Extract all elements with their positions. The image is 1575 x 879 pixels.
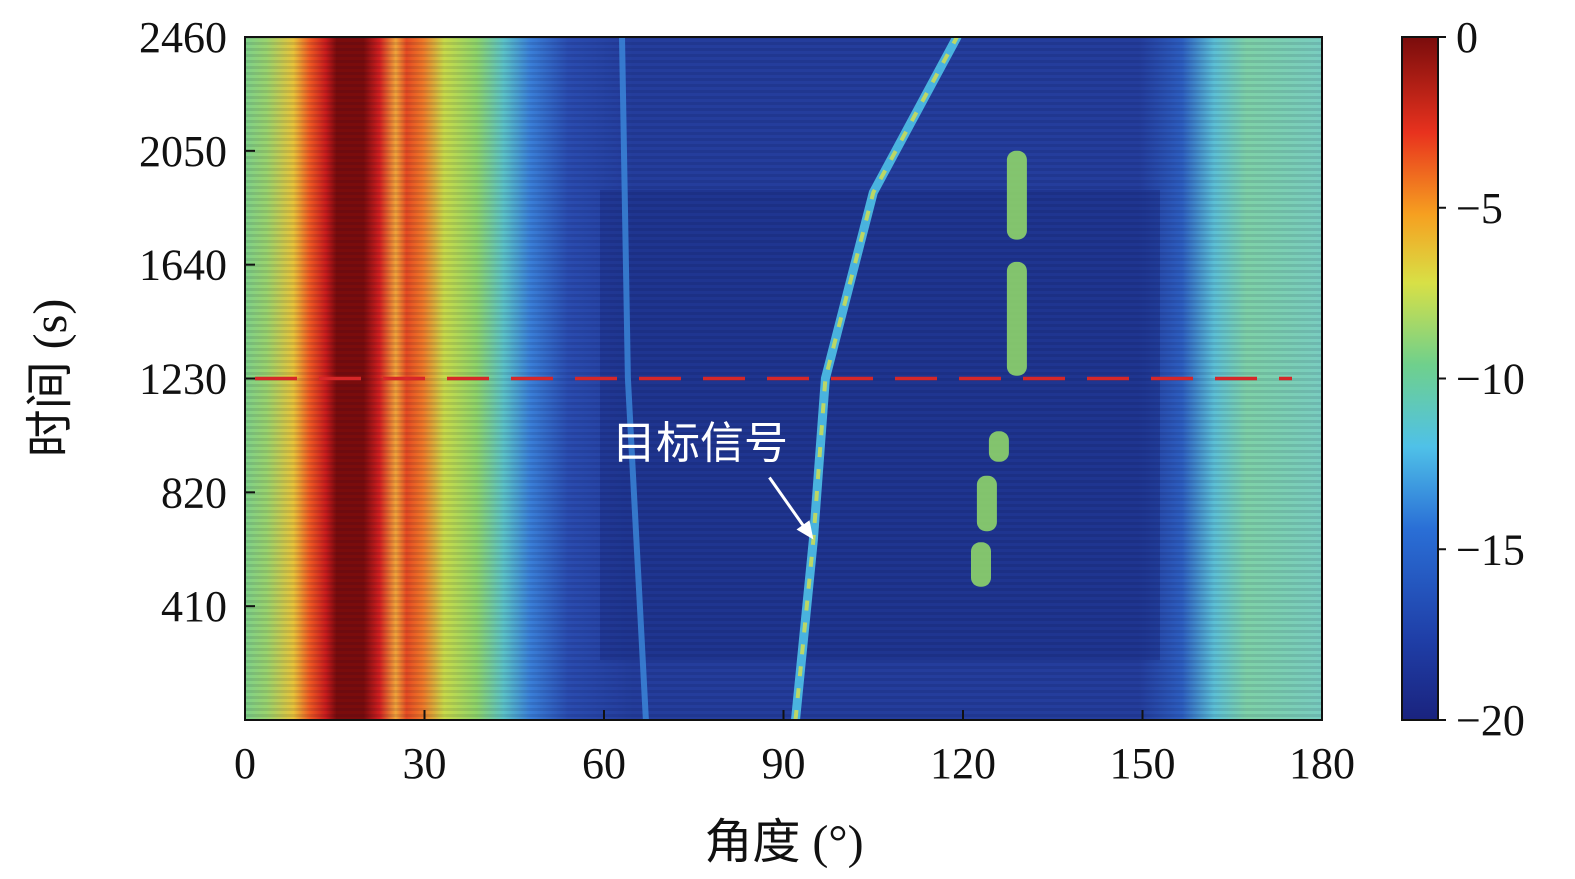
y-axis: 410 820 1230 1640 2050 2460 xyxy=(139,13,255,631)
y-tick-label: 410 xyxy=(161,582,227,631)
colorbar-gradient xyxy=(1401,36,1439,721)
x-axis: 0 30 60 90 120 150 180 xyxy=(234,710,1355,788)
annotation-arrow xyxy=(768,476,809,533)
target-track xyxy=(791,37,962,720)
y-tick-label: 1640 xyxy=(139,241,227,290)
weak-track xyxy=(619,37,649,720)
colorbar-tick-label: −15 xyxy=(1456,525,1525,574)
colorbar-tick-label: −5 xyxy=(1456,184,1503,233)
annotation-label: 目标信号 xyxy=(612,418,788,469)
x-tick-label: 120 xyxy=(930,739,996,788)
colorbar-tick-label: 0 xyxy=(1456,13,1478,62)
x-tick-label: 60 xyxy=(582,739,626,788)
bright-segment xyxy=(971,542,991,587)
colorbar: 0 −5 −10 −15 −20 xyxy=(1401,13,1525,745)
x-tick-label: 150 xyxy=(1110,739,1176,788)
bright-segment xyxy=(1006,150,1027,240)
x-axis-title: 角度 (°) xyxy=(704,816,863,869)
bright-segment xyxy=(988,431,1009,462)
annotation: 目标信号 xyxy=(612,418,814,540)
bright-segment xyxy=(976,475,997,532)
colorbar-tick-label: −10 xyxy=(1456,355,1525,404)
colorbar-ticks: 0 −5 −10 −15 −20 xyxy=(1438,13,1525,745)
bright-segment xyxy=(1006,261,1027,376)
y-tick-label: 2050 xyxy=(139,127,227,176)
y-axis-title: 时间 (s) xyxy=(24,299,77,458)
x-tick-label: 0 xyxy=(234,739,256,788)
x-tick-label: 30 xyxy=(403,739,447,788)
colorbar-tick-label: −20 xyxy=(1456,696,1525,745)
heatmap-field xyxy=(245,37,1322,720)
x-tick-label: 180 xyxy=(1289,739,1355,788)
annotation-arrowhead xyxy=(796,520,814,540)
x-tick-label: 90 xyxy=(762,739,806,788)
y-tick-label: 2460 xyxy=(139,13,227,62)
heatmap-features xyxy=(619,37,1027,720)
y-tick-label: 820 xyxy=(161,468,227,517)
y-tick-label: 1230 xyxy=(139,355,227,404)
